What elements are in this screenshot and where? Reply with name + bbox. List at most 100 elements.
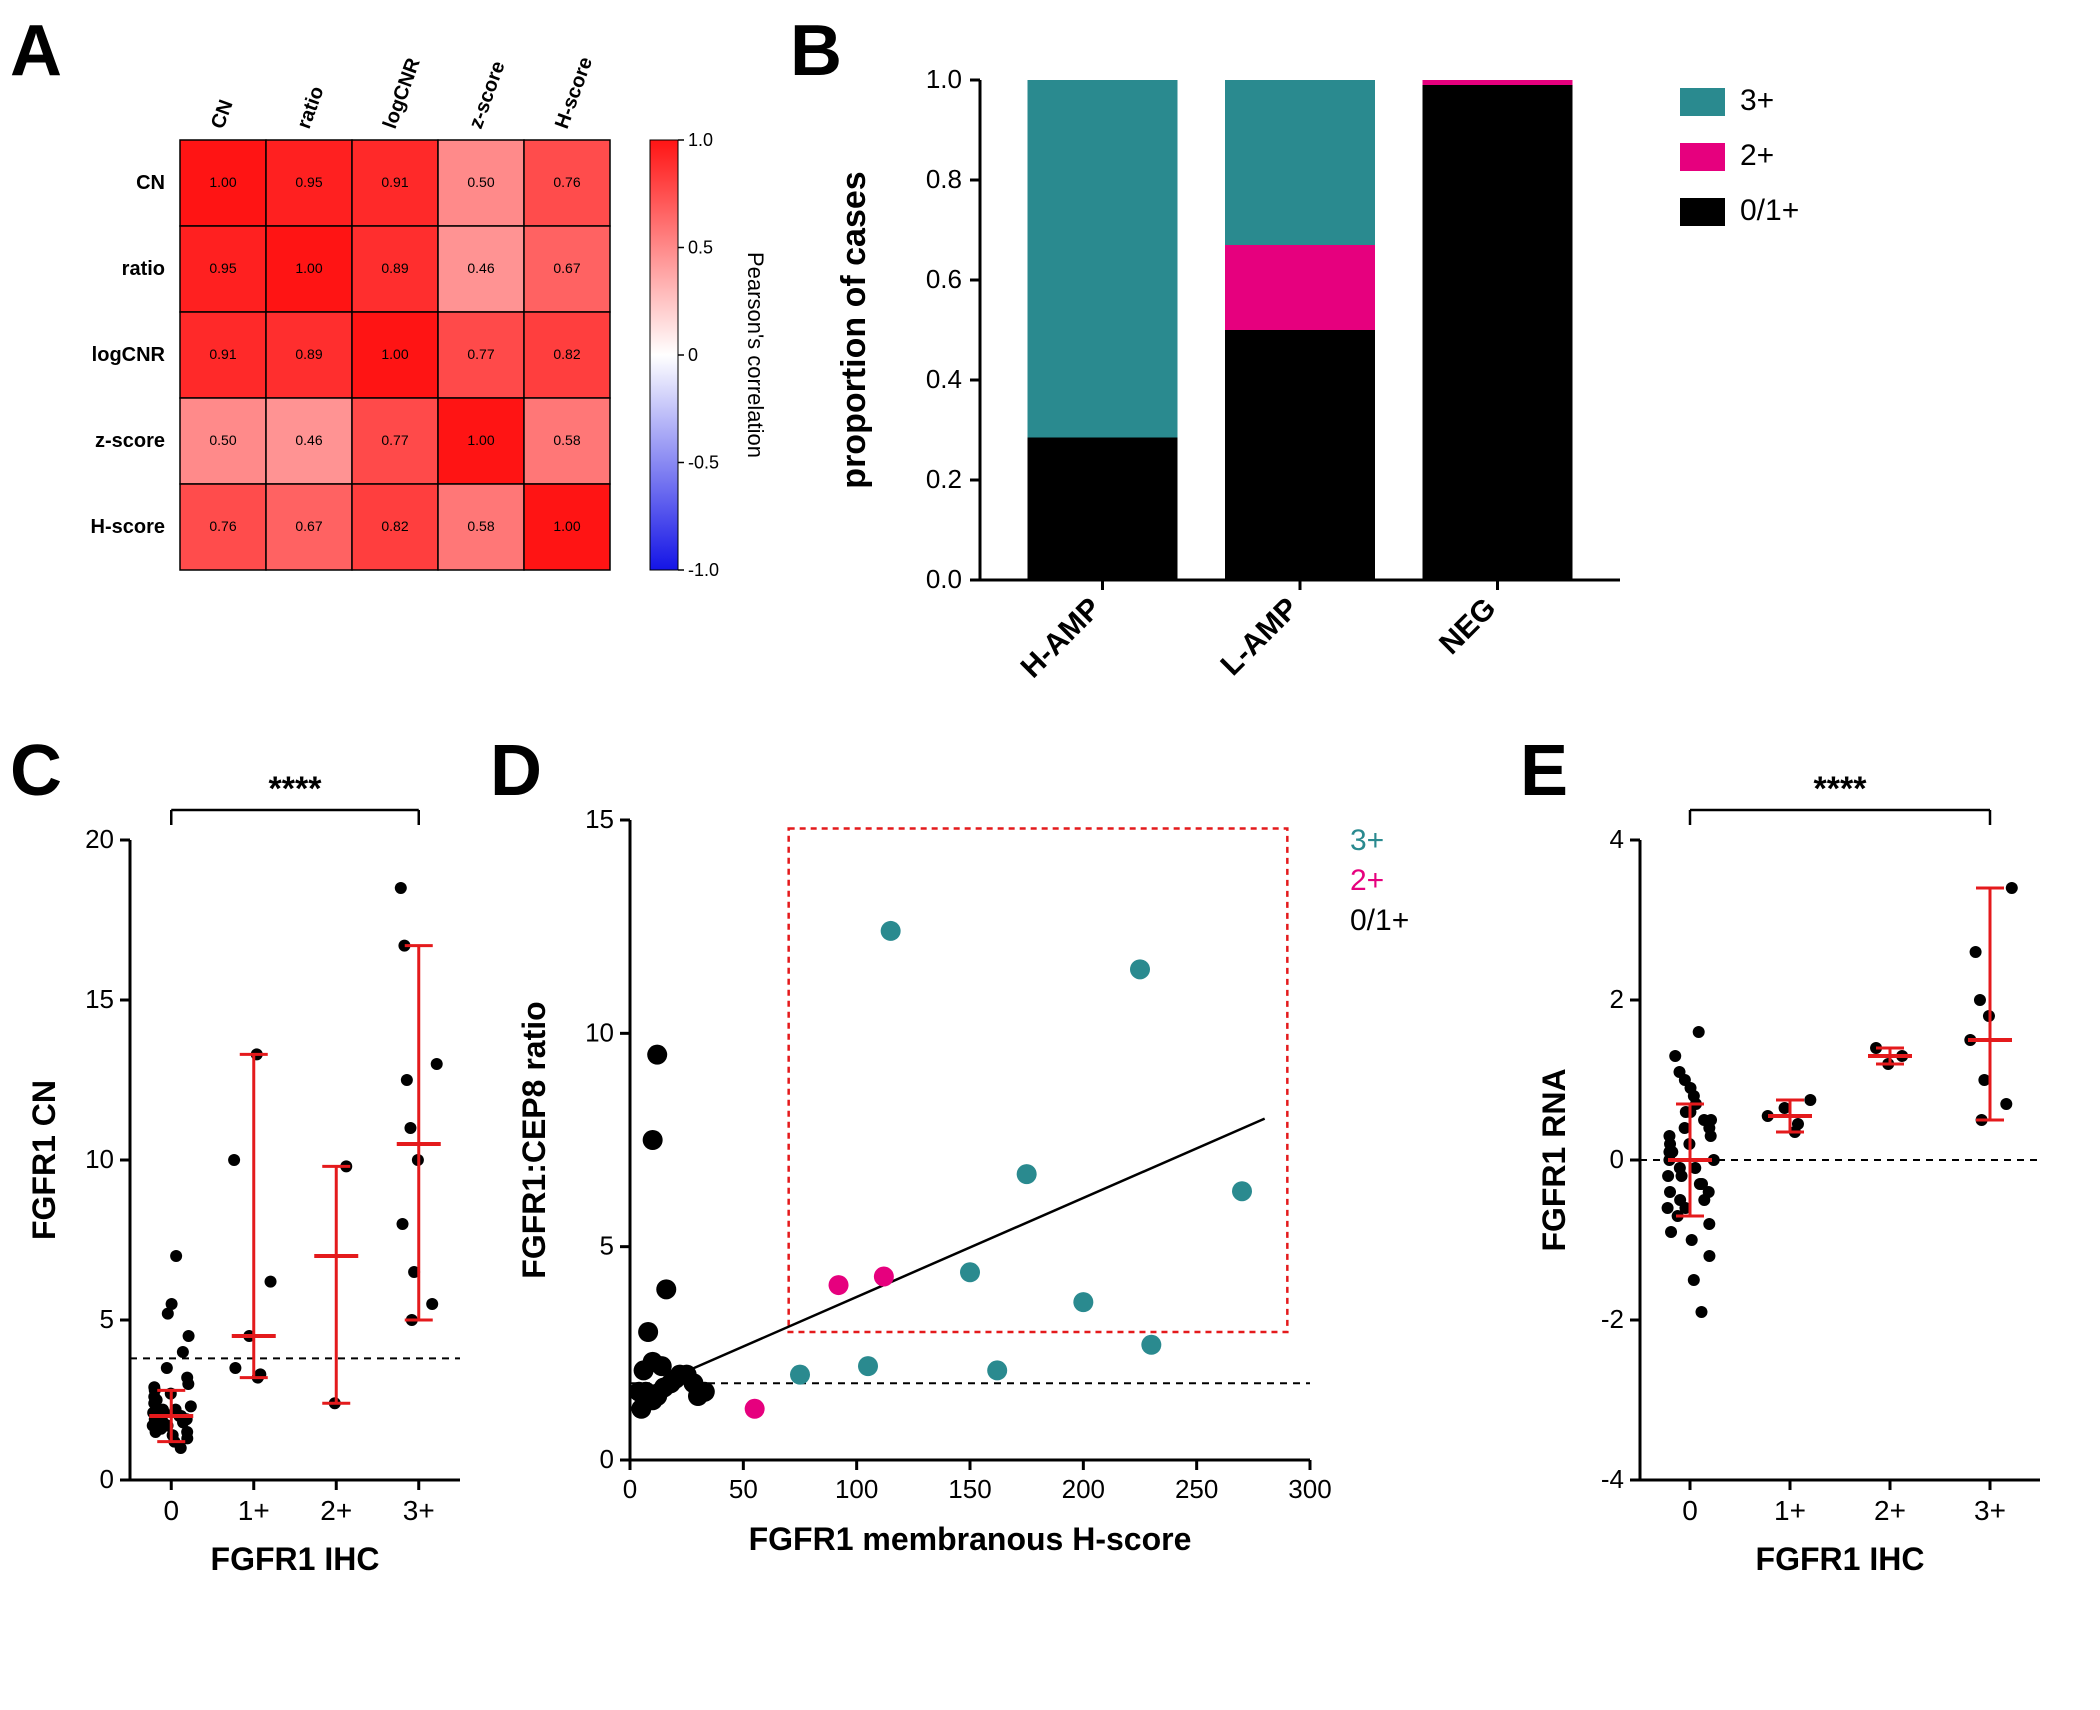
svg-text:1+: 1+: [238, 1495, 270, 1526]
heatmap-A: CN ratio logCNR z-score H-score CN ratio logCNR…: [20, 20, 780, 720]
svg-text:0.4: 0.4: [926, 364, 962, 394]
svg-text:0.82: 0.82: [381, 518, 408, 534]
panel-letter-E: E: [1520, 730, 1568, 812]
svg-text:-4: -4: [1601, 1464, 1624, 1494]
svg-text:logCNR: logCNR: [379, 55, 425, 132]
svg-text:0: 0: [623, 1474, 637, 1504]
svg-text:-1.0: -1.0: [688, 560, 719, 580]
svg-text:1.0: 1.0: [688, 130, 713, 150]
svg-text:0.91: 0.91: [381, 174, 408, 190]
svg-text:0.89: 0.89: [295, 346, 322, 362]
scatter-D: 051015050100150200250300FGFR1 membranous…: [500, 740, 1520, 1660]
svg-text:1.00: 1.00: [209, 174, 236, 190]
svg-text:0.46: 0.46: [295, 432, 322, 448]
svg-text:z-score: z-score: [465, 58, 510, 131]
svg-text:10: 10: [85, 1144, 114, 1174]
svg-text:0.77: 0.77: [381, 432, 408, 448]
svg-text:0: 0: [163, 1495, 179, 1526]
svg-text:0: 0: [1682, 1495, 1698, 1526]
svg-text:2+: 2+: [1740, 139, 1774, 172]
svg-text:FGFR1 IHC: FGFR1 IHC: [1756, 1541, 1925, 1577]
svg-text:2: 2: [1610, 984, 1624, 1014]
svg-text:2+: 2+: [320, 1495, 352, 1526]
svg-text:0: 0: [600, 1444, 614, 1474]
svg-text:0.0: 0.0: [926, 564, 962, 594]
jitter-C: 0510152001+2+3+****FGFR1 IHCFGFR1 CN: [20, 740, 490, 1660]
svg-text:300: 300: [1288, 1474, 1331, 1504]
svg-text:0.77: 0.77: [467, 346, 494, 362]
svg-text:-2: -2: [1601, 1304, 1624, 1334]
svg-text:logCNR: logCNR: [92, 344, 166, 366]
svg-text:FGFR1 membranous H-score: FGFR1 membranous H-score: [749, 1521, 1192, 1557]
svg-text:0.91: 0.91: [209, 346, 236, 362]
svg-text:1.00: 1.00: [381, 346, 408, 362]
svg-text:0.46: 0.46: [467, 260, 494, 276]
svg-text:1.00: 1.00: [467, 432, 494, 448]
svg-text:5: 5: [600, 1231, 614, 1261]
svg-text:0.2: 0.2: [926, 464, 962, 494]
svg-text:Pearson's correlation: Pearson's correlation: [743, 252, 768, 458]
svg-text:20: 20: [85, 824, 114, 854]
svg-text:2+: 2+: [1874, 1495, 1906, 1526]
svg-text:0.5: 0.5: [688, 238, 713, 258]
svg-text:1.0: 1.0: [926, 64, 962, 94]
svg-text:CN: CN: [207, 97, 238, 132]
svg-text:0.50: 0.50: [209, 432, 236, 448]
svg-text:150: 150: [948, 1474, 991, 1504]
svg-text:0: 0: [1610, 1144, 1624, 1174]
svg-text:FGFR1 RNA: FGFR1 RNA: [1536, 1068, 1572, 1251]
svg-text:proportion of cases: proportion of cases: [835, 171, 873, 488]
svg-text:****: ****: [1814, 770, 1868, 808]
svg-text:4: 4: [1610, 824, 1624, 854]
svg-text:0: 0: [688, 345, 698, 365]
svg-text:0.58: 0.58: [467, 518, 494, 534]
svg-text:1.00: 1.00: [553, 518, 580, 534]
panel-C: C 0510152001+2+3+****FGFR1 IHCFGFR1 CN D…: [20, 740, 2100, 1690]
svg-text:0/1+: 0/1+: [1350, 904, 1409, 937]
svg-text:15: 15: [585, 804, 614, 834]
svg-text:0.95: 0.95: [209, 260, 236, 276]
svg-text:CN: CN: [136, 172, 165, 194]
svg-text:0.95: 0.95: [295, 174, 322, 190]
svg-text:H-AMP: H-AMP: [1015, 592, 1108, 685]
panel-letter-B: B: [790, 10, 842, 92]
panel-letter-D: D: [490, 730, 542, 812]
svg-text:0.82: 0.82: [553, 346, 580, 362]
svg-text:L-AMP: L-AMP: [1214, 592, 1304, 682]
svg-text:100: 100: [835, 1474, 878, 1504]
svg-text:1.00: 1.00: [295, 260, 322, 276]
stackedbar-B: 0.00.20.40.60.81.0H-AMPL-AMPNEGproportio…: [800, 20, 2100, 720]
svg-text:H-score: H-score: [91, 516, 165, 538]
svg-text:200: 200: [1062, 1474, 1105, 1504]
svg-text:z-score: z-score: [95, 430, 165, 452]
svg-text:ratio: ratio: [293, 83, 328, 131]
svg-text:15: 15: [85, 984, 114, 1014]
svg-text:ratio: ratio: [122, 258, 165, 280]
svg-text:5: 5: [100, 1304, 114, 1334]
svg-text:10: 10: [585, 1017, 614, 1047]
jitter-E: -4 -2 0 2 4 0 1+ 2+ 3+ **** FGFR1 IHC FGFR1 RNA: [1530, 740, 2070, 1660]
panel-letter-A: A: [10, 10, 62, 92]
svg-text:2+: 2+: [1350, 864, 1384, 897]
svg-text:0/1+: 0/1+: [1740, 194, 1799, 227]
svg-text:3+: 3+: [1740, 84, 1774, 117]
svg-text:3+: 3+: [1350, 824, 1384, 857]
svg-text:3+: 3+: [1974, 1495, 2006, 1526]
svg-text:-0.5: -0.5: [688, 453, 719, 473]
svg-text:0.76: 0.76: [209, 518, 236, 534]
svg-text:0: 0: [100, 1464, 114, 1494]
svg-text:0.8: 0.8: [926, 164, 962, 194]
panel-A: A CNratiologCNRz-scoreH-scoreCNratiologC…: [20, 20, 780, 720]
svg-text:1+: 1+: [1774, 1495, 1806, 1526]
panel-letter-C: C: [10, 730, 62, 812]
svg-text:0.67: 0.67: [295, 518, 322, 534]
svg-text:0.76: 0.76: [553, 174, 580, 190]
svg-text:0.50: 0.50: [467, 174, 494, 190]
svg-text:****: ****: [269, 770, 323, 808]
panel-B: B 0.00.20.40.60.81.0H-AMPL-AMPNEGproport…: [800, 20, 2100, 720]
svg-text:0.89: 0.89: [381, 260, 408, 276]
svg-text:250: 250: [1175, 1474, 1218, 1504]
svg-text:NEG: NEG: [1433, 592, 1502, 661]
svg-text:0.58: 0.58: [553, 432, 580, 448]
figure-grid: A CNratiologCNRz-scoreH-scoreCNratiologC…: [20, 20, 2080, 1690]
